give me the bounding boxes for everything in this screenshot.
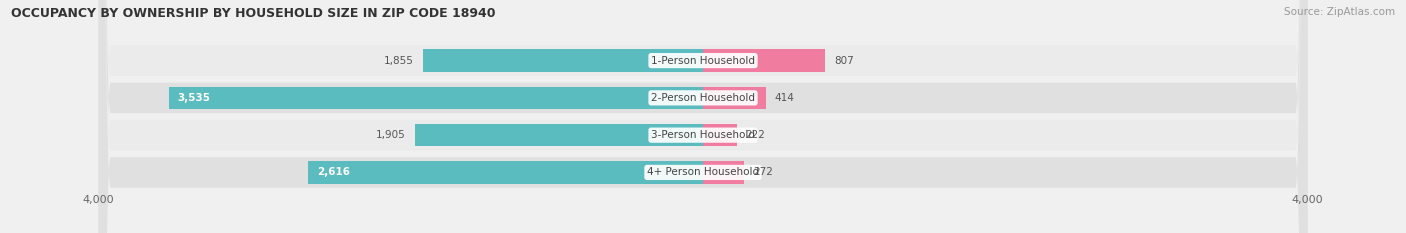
Text: 3,535: 3,535: [177, 93, 211, 103]
FancyBboxPatch shape: [98, 0, 1308, 233]
FancyBboxPatch shape: [98, 0, 1308, 233]
Text: 3-Person Household: 3-Person Household: [651, 130, 755, 140]
Text: 1,905: 1,905: [377, 130, 406, 140]
Bar: [703, 87, 766, 109]
FancyBboxPatch shape: [98, 0, 1308, 233]
Bar: [308, 161, 703, 184]
Bar: [169, 87, 703, 109]
Bar: [703, 49, 825, 72]
Text: 414: 414: [775, 93, 794, 103]
Text: OCCUPANCY BY OWNERSHIP BY HOUSEHOLD SIZE IN ZIP CODE 18940: OCCUPANCY BY OWNERSHIP BY HOUSEHOLD SIZE…: [11, 7, 496, 20]
Text: 4+ Person Household: 4+ Person Household: [647, 168, 759, 177]
Bar: [423, 49, 703, 72]
Text: 807: 807: [834, 56, 853, 65]
Bar: [703, 161, 744, 184]
Bar: [415, 124, 703, 146]
Bar: [703, 124, 737, 146]
Text: 2-Person Household: 2-Person Household: [651, 93, 755, 103]
Text: 222: 222: [745, 130, 765, 140]
Text: 272: 272: [754, 168, 773, 177]
FancyBboxPatch shape: [98, 0, 1308, 233]
Text: 2,616: 2,616: [316, 168, 350, 177]
Text: 1,855: 1,855: [384, 56, 413, 65]
Text: 1-Person Household: 1-Person Household: [651, 56, 755, 65]
Text: Source: ZipAtlas.com: Source: ZipAtlas.com: [1284, 7, 1395, 17]
